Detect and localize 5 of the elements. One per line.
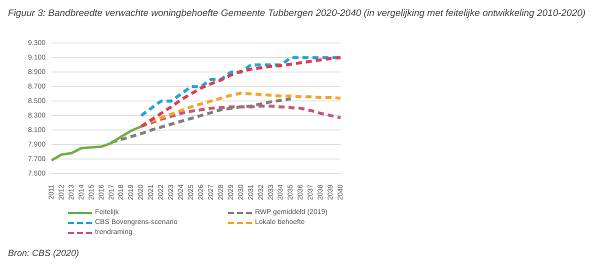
chart-title: Figuur 3: Bandbreedte verwachte woningbehoefte Gemeente Tubbergen 2020-2040 (in vergelijking met feitelijke ontwikkeling 2010-2020) — [8, 8, 587, 19]
text: Bron: CBS (2020) — [8, 248, 80, 258]
line-series — [110, 97, 292, 144]
line-series — [140, 92, 342, 128]
line-series — [140, 104, 342, 128]
